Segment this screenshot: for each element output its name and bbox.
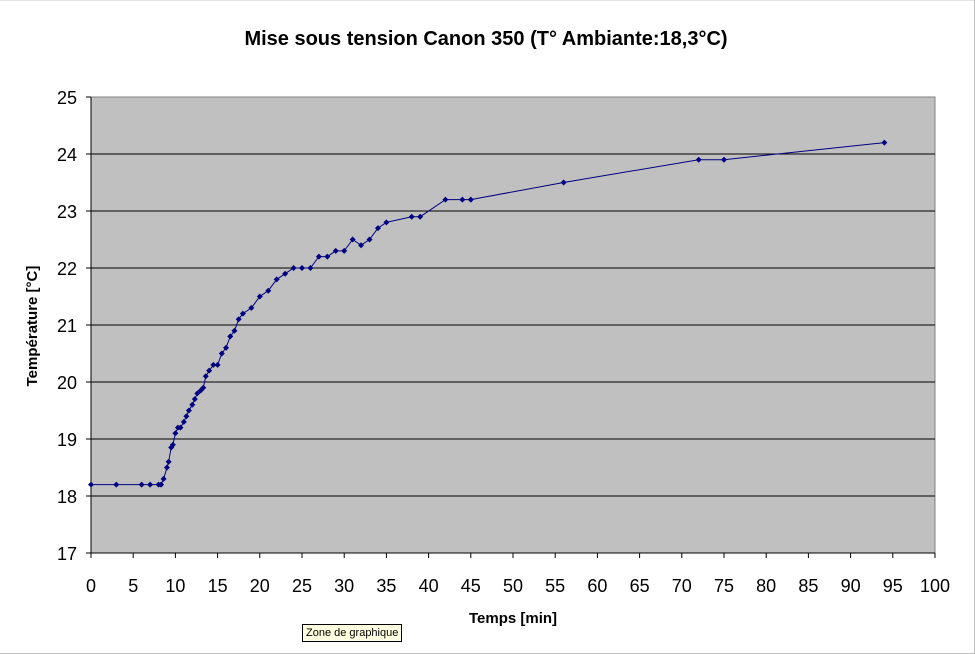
y-tick-label: 18	[57, 487, 77, 507]
y-tick-label: 17	[57, 544, 77, 564]
data-point[interactable]	[290, 265, 297, 271]
data-point[interactable]	[218, 350, 225, 357]
y-tick-label: 24	[57, 145, 77, 165]
data-point[interactable]	[180, 418, 187, 425]
x-tick-label: 65	[630, 576, 650, 596]
x-tick-label: 70	[672, 576, 692, 596]
y-axis-label: Température [°C]	[24, 266, 41, 387]
data-point[interactable]	[214, 361, 221, 368]
data-point[interactable]	[881, 139, 888, 146]
data-point[interactable]	[169, 441, 176, 448]
data-point[interactable]	[163, 464, 170, 471]
data-point[interactable]	[183, 413, 190, 420]
y-tick-label: 21	[57, 316, 77, 336]
data-point[interactable]	[177, 424, 184, 431]
x-tick-label: 100	[920, 576, 950, 596]
data-point[interactable]	[442, 196, 449, 203]
data-point[interactable]	[299, 265, 305, 271]
data-point[interactable]	[560, 179, 567, 186]
data-point[interactable]	[459, 196, 466, 203]
x-tick-label: 35	[376, 576, 396, 596]
data-point[interactable]	[695, 156, 702, 163]
data-point[interactable]	[88, 481, 94, 488]
x-tick-label: 25	[292, 576, 312, 596]
x-tick-label: 60	[587, 576, 607, 596]
x-tick-label: 55	[545, 576, 565, 596]
x-tick-label: 50	[503, 576, 523, 596]
x-tick-label: 30	[334, 576, 354, 596]
data-point[interactable]	[165, 458, 172, 465]
data-point[interactable]	[172, 430, 179, 437]
data-point[interactable]	[191, 396, 198, 403]
data-series[interactable]	[88, 139, 888, 488]
data-point[interactable]	[200, 384, 207, 391]
x-tick-label: 95	[883, 576, 903, 596]
data-point[interactable]	[158, 481, 165, 488]
gridlines	[91, 153, 935, 497]
x-tick-label: 15	[208, 576, 228, 596]
data-point[interactable]	[467, 196, 474, 203]
data-point[interactable]	[332, 247, 339, 254]
x-tick-label: 0	[86, 576, 96, 596]
x-tick-label: 40	[419, 576, 439, 596]
data-point[interactable]	[138, 481, 145, 488]
data-point[interactable]	[282, 270, 289, 277]
y-tick-label: 20	[57, 373, 77, 393]
x-tick-label: 5	[128, 576, 138, 596]
x-tick-labels: 0 5 10 15 20 25 30 35 40 45 50 55 60 65 70 75 80 85 90 95 10…	[86, 553, 950, 596]
y-tick-label: 25	[57, 88, 77, 108]
data-point[interactable]	[239, 310, 246, 317]
data-point[interactable]	[307, 265, 314, 271]
x-tick-label: 75	[714, 576, 734, 596]
data-point[interactable]	[417, 213, 424, 220]
data-point[interactable]	[256, 293, 263, 300]
x-tick-label: 85	[798, 576, 818, 596]
data-point[interactable]	[223, 344, 230, 351]
x-tick-label: 10	[165, 576, 185, 596]
data-point[interactable]	[366, 236, 373, 243]
data-point[interactable]	[202, 373, 209, 380]
y-tick-labels: 17 18 19 20 21 22 23 24 25	[57, 88, 91, 564]
data-point[interactable]	[160, 475, 167, 482]
x-tick-label: 45	[461, 576, 481, 596]
data-point[interactable]	[273, 276, 280, 283]
data-point[interactable]	[227, 333, 234, 340]
y-tick-label: 19	[57, 430, 77, 450]
data-point[interactable]	[341, 247, 348, 254]
data-point[interactable]	[194, 390, 201, 397]
data-point[interactable]	[374, 225, 381, 232]
data-point[interactable]	[349, 236, 356, 243]
data-point[interactable]	[235, 316, 242, 323]
data-point[interactable]	[189, 401, 196, 408]
data-point[interactable]	[721, 156, 727, 163]
y-tick-label: 22	[57, 259, 77, 279]
data-point[interactable]	[113, 481, 120, 488]
y-tick-label: 23	[57, 202, 77, 222]
x-tick-label: 20	[250, 576, 270, 596]
x-tick-label: 80	[756, 576, 776, 596]
data-point[interactable]	[408, 213, 415, 220]
data-point[interactable]	[383, 219, 390, 226]
data-point[interactable]	[315, 253, 322, 260]
chart-title: Mise sous tension Canon 350 (T° Ambiante…	[244, 28, 727, 50]
data-point[interactable]	[358, 242, 365, 249]
x-axis-label: Temps [min]	[469, 610, 557, 627]
data-point[interactable]	[324, 253, 331, 260]
data-point[interactable]	[265, 287, 272, 294]
data-point[interactable]	[248, 304, 255, 311]
data-point[interactable]	[147, 481, 154, 488]
data-point[interactable]	[231, 327, 238, 334]
data-point[interactable]	[185, 407, 192, 414]
data-point[interactable]	[210, 361, 217, 368]
chart-area-tooltip: Zone de graphique	[302, 624, 403, 642]
data-point[interactable]	[206, 367, 213, 374]
x-tick-label: 90	[841, 576, 861, 596]
